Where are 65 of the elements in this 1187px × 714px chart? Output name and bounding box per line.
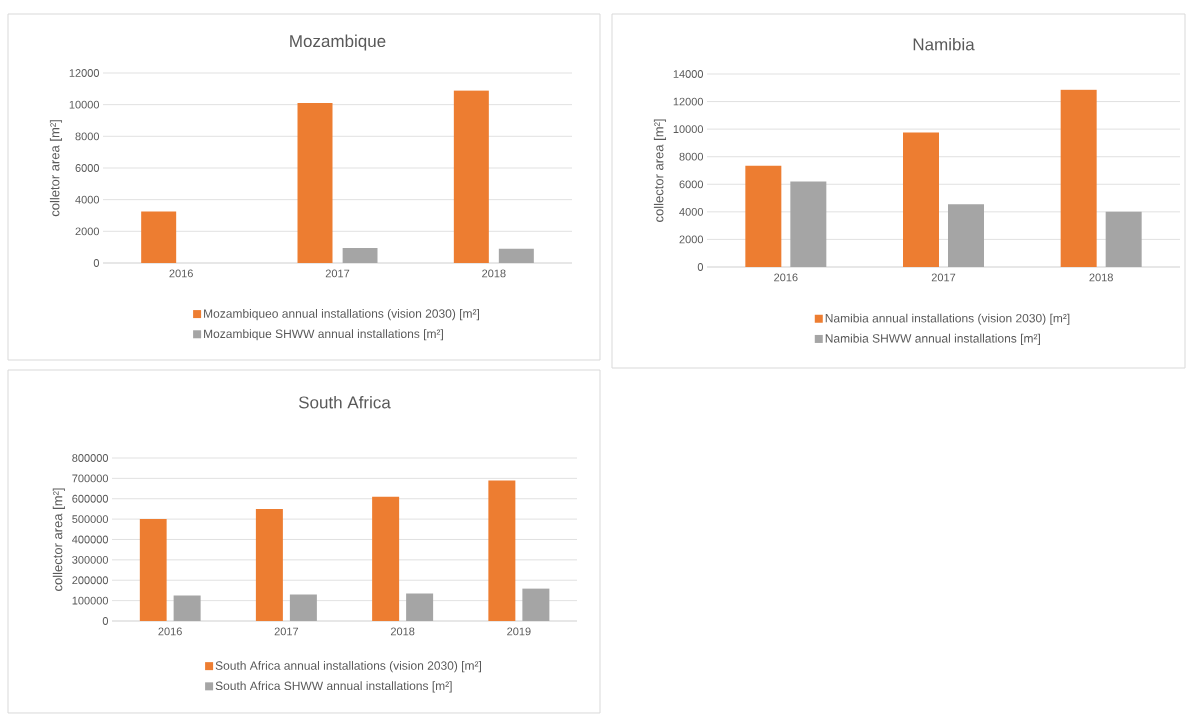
bar xyxy=(1105,211,1142,267)
y-tick-label: 400000 xyxy=(72,535,109,544)
y-tick-label: 4000 xyxy=(75,195,100,204)
y-axis-title: collector area [m²] xyxy=(653,119,667,222)
y-tick-label: 8000 xyxy=(679,152,704,161)
legend-label: South Africa annual installations (vision 2030) [m²] xyxy=(215,661,481,673)
y-tick-label: 600000 xyxy=(72,494,109,503)
y-tick-label: 200000 xyxy=(72,576,109,585)
y-tick-label: 14000 xyxy=(673,70,704,78)
bar xyxy=(297,103,333,263)
bar xyxy=(488,480,516,621)
y-tick-label: 8000 xyxy=(75,132,100,141)
y-axis-title: collector area [m²] xyxy=(52,488,65,591)
x-tick-label: 2018 xyxy=(1089,273,1113,282)
y-tick-label: 2000 xyxy=(75,227,100,236)
x-tick-label: 2018 xyxy=(482,269,506,278)
y-tick-label: 100000 xyxy=(72,596,109,605)
chart-title: Mozambique xyxy=(290,34,386,51)
bar xyxy=(141,211,177,263)
bar xyxy=(289,594,317,621)
x-tick-label: 2016 xyxy=(774,273,798,282)
y-tick-label: 2000 xyxy=(679,235,704,244)
x-tick-label: 2017 xyxy=(325,269,350,278)
bar xyxy=(372,496,400,621)
bar xyxy=(342,247,378,263)
legend-label: Mozambique SHWW annual installations [m²] xyxy=(204,329,443,341)
chart-title: Namibia xyxy=(913,37,975,51)
y-tick-label: 0 xyxy=(697,263,704,271)
bar xyxy=(790,181,827,267)
y-tick-label: 800000 xyxy=(72,454,109,462)
bar xyxy=(1060,89,1097,267)
y-tick-label: 0 xyxy=(93,259,100,267)
y-tick-label: 300000 xyxy=(72,555,109,564)
y-tick-label: 0 xyxy=(102,617,109,625)
x-tick-label: 2017 xyxy=(931,273,956,282)
legend-label: Namibia SHWW annual installations [m²] xyxy=(825,333,1040,346)
y-tick-label: 500000 xyxy=(72,515,109,524)
bar xyxy=(406,593,434,621)
y-tick-label: 6000 xyxy=(75,164,100,172)
bar xyxy=(173,595,201,621)
bar xyxy=(453,90,489,263)
y-tick-label: 700000 xyxy=(72,474,109,483)
legend-label: Mozambiqueo annual installations (vision 2030) [m²] xyxy=(204,308,479,321)
chart-title: South Africa xyxy=(298,395,391,409)
legend-label: South Africa SHWW annual installations [m²] xyxy=(215,681,452,693)
x-tick-label: 2017 xyxy=(274,627,299,636)
x-tick-label: 2016 xyxy=(158,627,182,636)
x-tick-label: 2019 xyxy=(507,627,531,636)
bar xyxy=(255,508,283,621)
bar xyxy=(948,204,984,267)
legend-label: Namibia annual installations (vision 2030) [m²] xyxy=(825,313,1070,325)
bar xyxy=(745,165,782,267)
x-tick-label: 2018 xyxy=(390,627,415,636)
y-tick-label: 12000 xyxy=(69,69,100,77)
y-tick-label: 4000 xyxy=(679,207,704,216)
bar xyxy=(498,248,534,263)
x-tick-label: 2016 xyxy=(169,269,193,278)
y-tick-label: 6000 xyxy=(679,180,704,189)
bar xyxy=(903,132,939,267)
bar xyxy=(522,588,550,621)
y-tick-label: 10000 xyxy=(69,100,100,109)
y-tick-label: 12000 xyxy=(673,97,704,106)
bar xyxy=(139,519,167,621)
y-tick-label: 10000 xyxy=(673,125,704,134)
y-axis-title: colletor area [m²] xyxy=(49,120,63,217)
